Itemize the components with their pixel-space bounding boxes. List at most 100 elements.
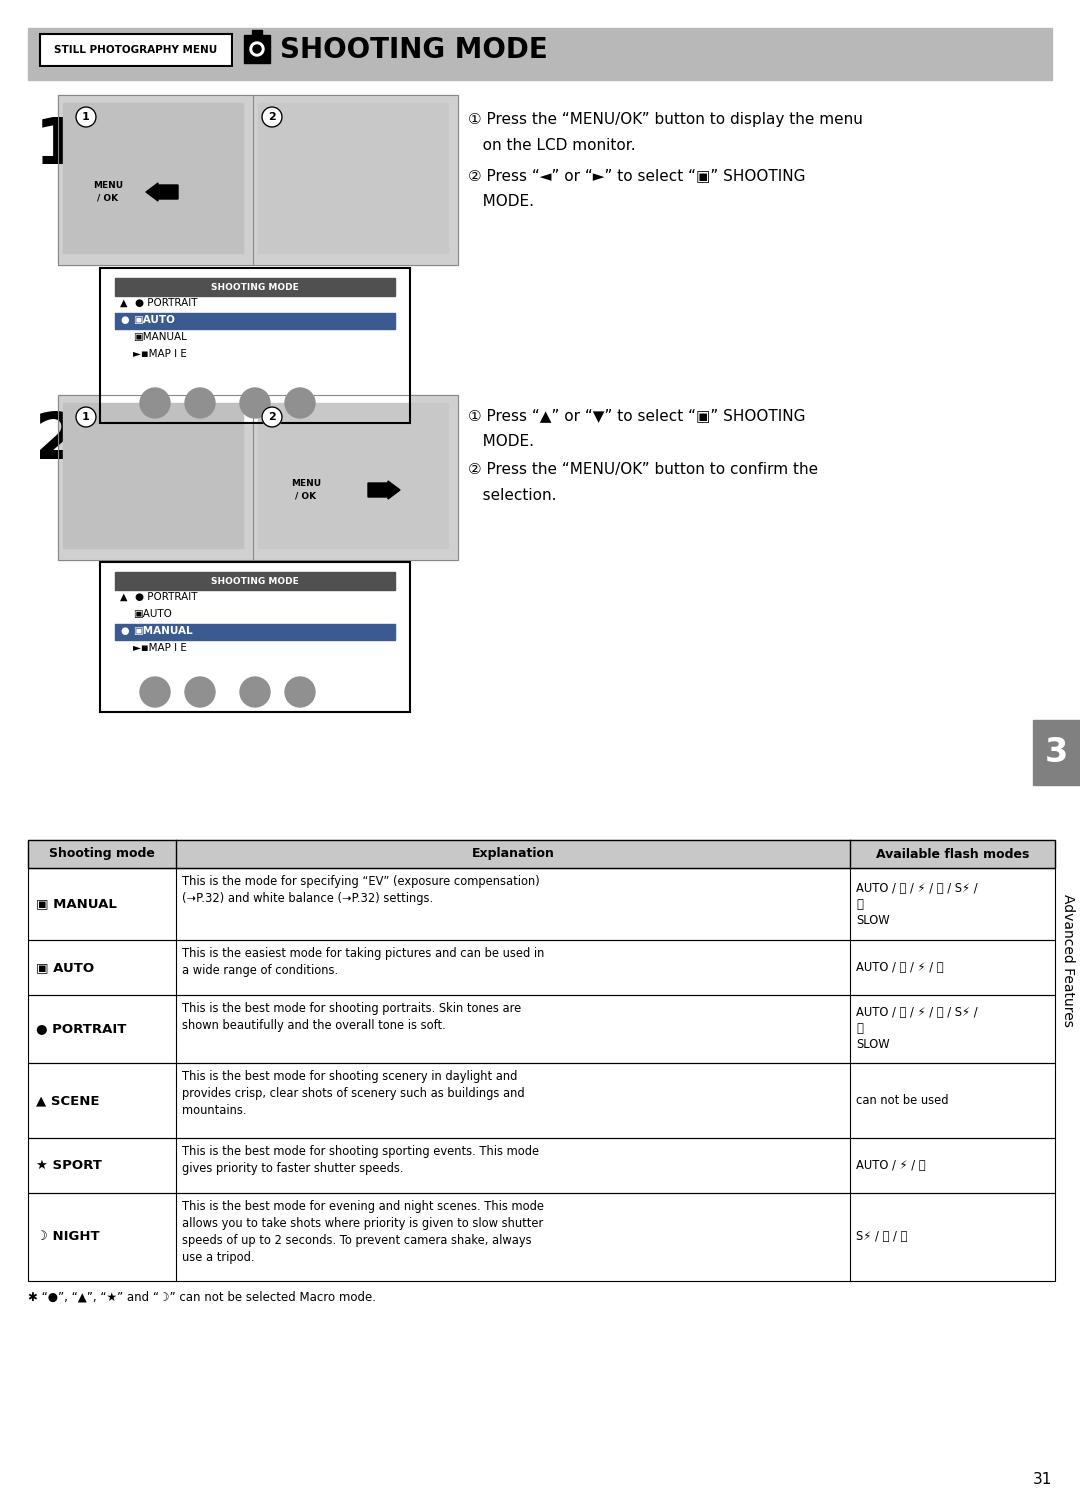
- Text: S⚡ / ⓞ / Ⓢ: S⚡ / ⓞ / Ⓢ: [856, 1231, 907, 1244]
- Bar: [28, 1063, 1055, 1139]
- Text: SHOOTING MODE: SHOOTING MODE: [211, 576, 299, 585]
- Circle shape: [253, 45, 261, 53]
- Text: ✱ “●”, “▲”, “★” and “☽” can not be selected Macro mode.: ✱ “●”, “▲”, “★” and “☽” can not be selec…: [28, 1291, 376, 1304]
- Text: ▣AUTO: ▣AUTO: [133, 609, 172, 618]
- Bar: [100, 562, 410, 712]
- Bar: [28, 840, 1055, 869]
- Bar: [63, 403, 243, 547]
- Text: / OK: / OK: [97, 193, 119, 202]
- Bar: [28, 869, 1055, 939]
- Circle shape: [285, 388, 315, 418]
- Text: AUTO / ⓞ / ⚡ / Ⓢ: AUTO / ⓞ / ⚡ / Ⓢ: [856, 961, 944, 974]
- Text: This is the best mode for shooting portraits. Skin tones are
shown beautifully a: This is the best mode for shooting portr…: [183, 1001, 522, 1031]
- Bar: [258, 103, 448, 253]
- Text: 2: 2: [268, 412, 275, 422]
- Bar: [114, 572, 395, 590]
- Circle shape: [262, 407, 282, 427]
- Bar: [58, 395, 458, 559]
- Bar: [28, 840, 1055, 869]
- FancyArrow shape: [146, 182, 178, 201]
- Text: ►◾MAP I E: ►◾MAP I E: [133, 642, 187, 653]
- Text: 1: 1: [82, 112, 90, 122]
- Bar: [58, 395, 458, 559]
- Text: Explanation: Explanation: [472, 847, 554, 861]
- Text: MODE.: MODE.: [468, 434, 534, 449]
- Text: ●: ●: [120, 626, 129, 636]
- Bar: [28, 1139, 1055, 1193]
- Bar: [114, 277, 395, 296]
- Text: This is the mode for specifying “EV” (exposure compensation)
(➝P.32) and white b: This is the mode for specifying “EV” (ex…: [183, 875, 540, 905]
- Text: ② Press the “MENU/OK” button to confirm the: ② Press the “MENU/OK” button to confirm …: [468, 461, 819, 477]
- Text: ▲: ▲: [120, 593, 127, 602]
- Text: ● PORTRAIT: ● PORTRAIT: [36, 1022, 126, 1036]
- Circle shape: [285, 677, 315, 707]
- Text: 1: 1: [82, 412, 90, 422]
- Text: ●: ●: [120, 315, 129, 326]
- Text: can not be used: can not be used: [856, 1093, 948, 1107]
- Circle shape: [76, 407, 96, 427]
- Bar: [28, 1193, 1055, 1280]
- Text: 2: 2: [35, 410, 79, 472]
- Text: ▣MANUAL: ▣MANUAL: [133, 626, 192, 636]
- Bar: [244, 35, 270, 63]
- Bar: [28, 939, 1055, 995]
- Bar: [100, 268, 410, 424]
- Text: ● PORTRAIT: ● PORTRAIT: [135, 299, 198, 308]
- Text: ● PORTRAIT: ● PORTRAIT: [135, 593, 198, 602]
- Text: ▣MANUAL: ▣MANUAL: [133, 332, 187, 342]
- Text: selection.: selection.: [468, 489, 556, 504]
- Text: ② Press “◄” or “►” to select “▣” SHOOTING: ② Press “◄” or “►” to select “▣” SHOOTIN…: [468, 167, 806, 182]
- Circle shape: [262, 107, 282, 127]
- Circle shape: [240, 388, 270, 418]
- Bar: [58, 95, 458, 265]
- Bar: [28, 995, 1055, 1063]
- Text: ►◾MAP I E: ►◾MAP I E: [133, 348, 187, 359]
- Text: ▲: ▲: [120, 299, 127, 308]
- Bar: [58, 95, 458, 265]
- Text: ① Press the “MENU/OK” button to display the menu: ① Press the “MENU/OK” button to display …: [468, 112, 863, 127]
- Text: SHOOTING MODE: SHOOTING MODE: [280, 36, 548, 63]
- Text: ▣ AUTO: ▣ AUTO: [36, 961, 94, 974]
- Text: on the LCD monitor.: on the LCD monitor.: [468, 139, 636, 152]
- Text: SHOOTING MODE: SHOOTING MODE: [211, 282, 299, 291]
- Text: AUTO / ⓞ / ⚡ / Ⓢ / S⚡ /
ⓞ
SLOW: AUTO / ⓞ / ⚡ / Ⓢ / S⚡ / ⓞ SLOW: [856, 882, 977, 926]
- Circle shape: [76, 107, 96, 127]
- Text: AUTO / ⓞ / ⚡ / Ⓢ / S⚡ /
ⓞ
SLOW: AUTO / ⓞ / ⚡ / Ⓢ / S⚡ / ⓞ SLOW: [856, 1006, 977, 1051]
- Text: 31: 31: [1032, 1472, 1052, 1487]
- Text: Available flash modes: Available flash modes: [876, 847, 1029, 861]
- Bar: [114, 624, 395, 639]
- Bar: [40, 35, 232, 66]
- Text: 2: 2: [268, 112, 275, 122]
- Text: This is the easiest mode for taking pictures and can be used in
a wide range of : This is the easiest mode for taking pict…: [183, 947, 544, 977]
- Text: STILL PHOTOGRAPHY MENU: STILL PHOTOGRAPHY MENU: [54, 45, 218, 54]
- Text: 1: 1: [35, 115, 79, 176]
- Bar: [114, 314, 395, 329]
- Circle shape: [140, 677, 170, 707]
- Circle shape: [249, 42, 264, 56]
- Circle shape: [185, 677, 215, 707]
- Circle shape: [185, 388, 215, 418]
- Bar: [28, 29, 1052, 80]
- Text: ▣ MANUAL: ▣ MANUAL: [36, 897, 117, 911]
- Bar: [40, 35, 232, 66]
- Text: / OK: / OK: [296, 492, 316, 501]
- Text: ★ SPORT: ★ SPORT: [36, 1160, 102, 1172]
- Text: 3: 3: [1044, 736, 1068, 769]
- FancyArrow shape: [368, 481, 400, 499]
- Text: This is the best mode for evening and night scenes. This mode
allows you to take: This is the best mode for evening and ni…: [183, 1200, 544, 1264]
- Circle shape: [140, 388, 170, 418]
- Text: MODE.: MODE.: [468, 195, 534, 210]
- Circle shape: [240, 677, 270, 707]
- Text: MENU: MENU: [291, 478, 321, 487]
- Bar: [252, 30, 262, 36]
- Text: Shooting mode: Shooting mode: [49, 847, 154, 861]
- Text: ① Press “▲” or “▼” to select “▣” SHOOTING: ① Press “▲” or “▼” to select “▣” SHOOTIN…: [468, 409, 806, 424]
- Bar: [63, 103, 243, 253]
- Text: Advanced Features: Advanced Features: [1061, 894, 1075, 1027]
- Text: ☽ NIGHT: ☽ NIGHT: [36, 1231, 99, 1244]
- Text: AUTO / ⚡ / Ⓢ: AUTO / ⚡ / Ⓢ: [856, 1160, 926, 1172]
- Bar: [258, 403, 448, 547]
- Text: ▣AUTO: ▣AUTO: [133, 315, 175, 326]
- Text: MENU: MENU: [93, 181, 123, 190]
- Bar: [100, 562, 410, 712]
